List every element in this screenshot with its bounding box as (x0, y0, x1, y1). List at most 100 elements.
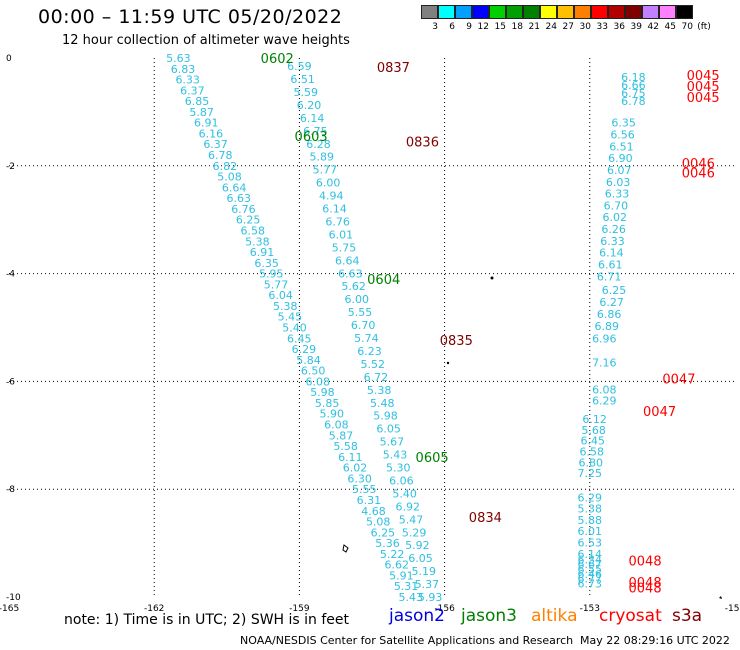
legend-label: 12 (477, 22, 489, 32)
wave-height-point: 6.29 (292, 343, 317, 356)
legend-swatch (676, 5, 693, 19)
wave-height-point: 6.14 (578, 548, 603, 561)
wave-height-point: 6.31 (357, 494, 382, 507)
wave-height-point: 6.51 (609, 140, 634, 153)
wave-height-point: 6.96 (592, 332, 617, 345)
wave-height-point: 5.38 (245, 235, 270, 248)
x-tick-label: -156 (434, 604, 455, 614)
wave-height-point: 5.55 (348, 306, 373, 319)
wave-height-point: 6.23 (357, 345, 382, 358)
wave-height-point: 5.45 (278, 311, 303, 324)
wave-height-point: 6.91 (194, 117, 219, 130)
x-tick-label: -162 (144, 604, 164, 614)
wave-height-point: 6.72 (364, 371, 389, 384)
wave-height-point: 6.56 (610, 128, 635, 141)
wave-height-point: 5.98 (373, 410, 398, 423)
wave-height-point: 6.11 (338, 451, 363, 464)
wave-height-point: 5.38 (578, 503, 603, 516)
wave-height-point: 6.70 (351, 319, 376, 332)
wave-height-point: 6.33 (175, 74, 200, 87)
wave-height-point: 6.08 (306, 375, 331, 388)
legend-label: 6 (449, 22, 455, 32)
wave-height-point: 6.18 (621, 71, 646, 84)
wave-height-point: 6.64 (335, 254, 360, 267)
chart-subtitle: 12 hour collection of altimeter wave hei… (62, 33, 350, 48)
wave-height-point: 6.75 (621, 87, 646, 100)
wave-height-point: 5.77 (264, 278, 289, 291)
wave-height-point: 6.58 (579, 445, 604, 458)
legend-swatch (523, 5, 540, 19)
wave-height-point: 6.63 (227, 192, 252, 205)
legend-label: 30 (579, 22, 591, 32)
wave-height-point: 6.27 (599, 296, 624, 309)
wave-height-point: 6.82 (213, 160, 238, 173)
wave-height-point: 6.75 (303, 125, 328, 138)
coastline-specks (342, 276, 722, 599)
grid-lines (9, 58, 735, 597)
y-tick-label: -10 (6, 593, 21, 603)
wave-height-point: 6.89 (594, 320, 619, 333)
wave-height-point: 7.16 (592, 357, 617, 370)
legend-label: 45 (664, 22, 676, 32)
wave-height-point: 5.38 (367, 384, 392, 397)
time-label-s3a: 0834 (469, 511, 502, 526)
legend-labels: 3 6 9 12 15 18 21 24 27 30 33 36 39 42 45 70 (ft) (421, 22, 715, 32)
legend-swatch (540, 5, 557, 19)
legend-swatch (472, 5, 489, 19)
wave-height-point: 6.83 (171, 63, 196, 76)
wave-height-point: 6.78 (621, 95, 646, 108)
wave-height-point: 5.37 (415, 578, 440, 591)
time-label-cryosat: 0045 (687, 91, 720, 106)
time-label-jason3: 0605 (416, 451, 449, 466)
wave-height-point: 6.02 (602, 211, 627, 224)
legend-swatch (625, 5, 642, 19)
wave-height-point: 6.61 (598, 258, 623, 271)
legend-swatch (421, 5, 438, 19)
wave-height-point: 6.77 (578, 573, 603, 586)
legend-color-bar (421, 5, 715, 19)
wave-height-point: 6.03 (606, 176, 631, 189)
legend-swatch (574, 5, 591, 19)
wave-height-point: 6.29 (578, 491, 603, 504)
wave-height-point: 6.91 (250, 246, 275, 259)
wave-height-point: 6.58 (240, 224, 265, 237)
wave-height-point: 6.73 (578, 578, 603, 591)
wave-height-point: 6.25 (236, 214, 261, 227)
wave-height-point: 6.37 (180, 84, 205, 97)
wave-height-point: 5.55 (352, 483, 377, 496)
wave-height-point: 5.89 (309, 151, 334, 164)
legend-label: 18 (511, 22, 523, 32)
credit-line: NOAA/NESDIS Center for Satellite Applica… (240, 634, 574, 647)
wave-height-point: 5.52 (360, 358, 385, 371)
wave-height-point: 5.40 (392, 487, 417, 500)
wave-height-point: 6.12 (582, 413, 607, 426)
wave-height-point: 6.51 (290, 73, 315, 86)
wave-height-point: 5.62 (341, 280, 366, 293)
wave-height-point: 6.92 (396, 500, 421, 513)
wave-height-point: 5.08 (366, 516, 391, 529)
legend-swatch (557, 5, 574, 19)
wave-height-point: 6.71 (597, 270, 622, 283)
time-label-jason3: 0604 (367, 273, 400, 288)
island-speck (490, 276, 494, 280)
wave-height-point: 6.70 (604, 199, 629, 212)
wave-height-point: 6.20 (297, 99, 322, 112)
legend-swatch (455, 5, 472, 19)
wave-height-point: 6.14 (322, 203, 347, 216)
wave-height-point: 6.45 (287, 332, 312, 345)
wave-height-point: 5.43 (398, 591, 423, 604)
wave-height-point: 5.84 (296, 354, 321, 367)
legend-label: 21 (528, 22, 540, 32)
legend-label: 42 (647, 22, 659, 32)
wave-height-point: 6.04 (268, 289, 293, 302)
island-speck (446, 361, 450, 365)
wave-height-point: 6.01 (329, 228, 354, 241)
wave-height-point: 5.08 (217, 171, 242, 184)
wave-height-point: 6.50 (301, 365, 326, 378)
wave-height-point: 5.48 (370, 397, 395, 410)
wave-height-point: 5.95 (259, 268, 284, 281)
wave-height-point: 6.05 (376, 423, 401, 436)
legend-label: 15 (494, 22, 506, 32)
